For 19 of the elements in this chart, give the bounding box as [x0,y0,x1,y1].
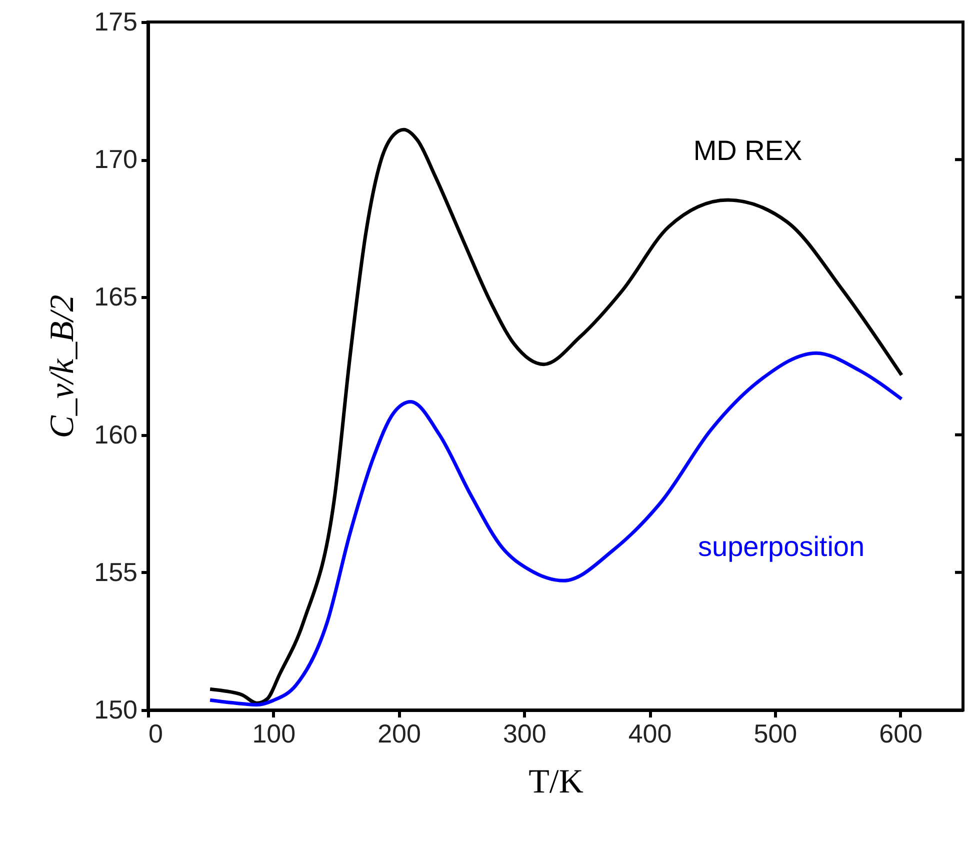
x-tick-label: 600 [879,718,923,748]
line-series [208,128,904,705]
series-label: MD REX [693,135,803,166]
x-tick-label: 500 [754,718,798,748]
x-tick-label: 200 [378,718,421,748]
y-tick-label: 175 [94,6,138,36]
y-tick-label: 165 [94,282,138,312]
x-tick-label: 0 [148,718,163,748]
series-label: superposition [698,531,865,562]
y-tick-label: 160 [94,419,138,450]
x-tick-label: 400 [628,718,672,748]
x-tick-label: 100 [252,718,296,748]
y-tick-label: 155 [94,556,138,587]
x-tick-label: 300 [502,718,546,748]
line-series [208,351,904,707]
y-axis-title: C_v/k_B/2 [44,294,82,438]
x-axis-title: T/K [528,764,584,800]
y-tick-label: 170 [94,144,138,174]
y-tick-label: 150 [94,694,138,724]
